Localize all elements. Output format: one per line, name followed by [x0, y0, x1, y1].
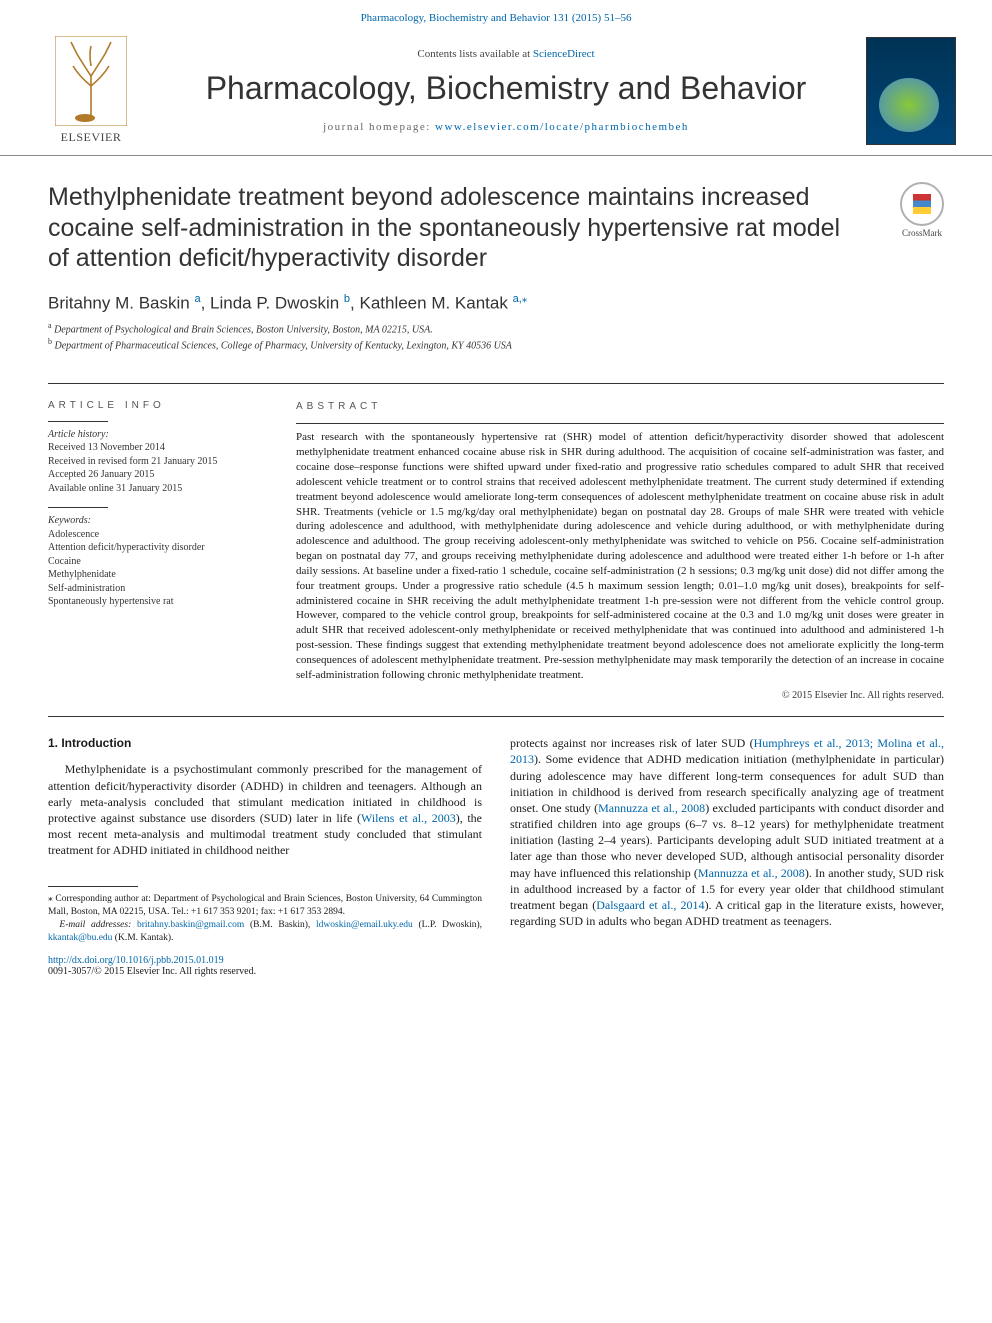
history-label: Article history: [48, 428, 268, 442]
journal-cover-image [866, 37, 956, 145]
article-title: Methylphenidate treatment beyond adolesc… [48, 182, 858, 274]
history-line: Available online 31 January 2015 [48, 482, 268, 496]
email-owner: (K.M. Kantak). [112, 933, 173, 943]
homepage-label: journal homepage: [323, 121, 435, 133]
elsevier-tree-logo [55, 36, 127, 126]
info-rule-2 [48, 507, 108, 508]
body-two-column: 1. Introduction Methylphenidate is a psy… [0, 717, 992, 945]
abstract-column: abstract Past research with the spontane… [296, 400, 944, 702]
abstract-copyright: © 2015 Elsevier Inc. All rights reserved… [296, 689, 944, 703]
citation-link[interactable]: Mannuzza et al., 2008 [698, 866, 805, 880]
contents-available-text: Contents lists available at [417, 48, 532, 60]
article-info-column: article info Article history: Received 1… [48, 400, 268, 702]
intro-para-1: Methylphenidate is a psychostimulant com… [48, 761, 482, 858]
body-col-left: 1. Introduction Methylphenidate is a psy… [48, 735, 482, 945]
keyword: Self-administration [48, 582, 268, 596]
crossmark-icon [900, 182, 944, 226]
footnotes: ⁎ Corresponding author at: Department of… [48, 886, 482, 944]
emails-label: E-mail addresses: [59, 920, 137, 930]
email-link[interactable]: ldwoskin@email.uky.edu [316, 920, 413, 930]
journal-citation-link[interactable]: Pharmacology, Biochemistry and Behavior … [361, 12, 632, 24]
journal-cover-thumb [866, 37, 956, 145]
affiliation-line: b Department of Pharmaceutical Sciences,… [48, 337, 944, 353]
contents-available-line: Contents lists available at ScienceDirec… [146, 48, 866, 60]
keywords-label: Keywords: [48, 514, 268, 528]
masthead: ELSEVIER Contents lists available at Sci… [0, 30, 992, 156]
footnote-rule [48, 886, 138, 887]
section-1-heading: 1. Introduction [48, 735, 482, 751]
info-abstract-row: article info Article history: Received 1… [0, 384, 992, 702]
keyword: Adolescence [48, 528, 268, 542]
journal-homepage-line: journal homepage: www.elsevier.com/locat… [146, 121, 866, 133]
issn-copyright-line: 0091-3057/© 2015 Elsevier Inc. All right… [48, 966, 256, 977]
email-owner: (B.M. Baskin), [244, 920, 316, 930]
citation-link[interactable]: Mannuzza et al., 2008 [598, 801, 705, 815]
crossmark-badge[interactable]: CrossMark [900, 182, 944, 238]
authors-line: Britahny M. Baskin a, Linda P. Dwoskin b… [48, 292, 944, 314]
citation-link[interactable]: Dalsgaard et al., 2014 [596, 898, 704, 912]
affil-text: Department of Pharmaceutical Sciences, C… [52, 340, 512, 351]
crossmark-label: CrossMark [902, 228, 942, 238]
masthead-center: Contents lists available at ScienceDirec… [146, 48, 866, 133]
keyword: Methylphenidate [48, 568, 268, 582]
affiliation-line: a Department of Psychological and Brain … [48, 321, 944, 337]
keyword: Spontaneously hypertensive rat [48, 595, 268, 609]
author-name: Britahny M. Baskin [48, 293, 194, 312]
abstract-text: Past research with the spontaneously hyp… [296, 430, 944, 682]
article-history-block: Article history: Received 13 November 20… [48, 428, 268, 496]
email-link[interactable]: britahny.baskin@gmail.com [137, 920, 244, 930]
email-owner: (L.P. Dwoskin), [413, 920, 482, 930]
author-name: , Kathleen M. Kantak [350, 293, 513, 312]
email-addresses-line: E-mail addresses: britahny.baskin@gmail.… [48, 919, 482, 945]
article-info-heading: article info [48, 400, 268, 411]
intro-para-1-cont: protects against nor increases risk of l… [510, 735, 944, 929]
keyword: Attention deficit/hyperactivity disorder [48, 541, 268, 555]
email-link[interactable]: kkantak@bu.edu [48, 933, 112, 943]
publisher-block: ELSEVIER [36, 36, 146, 145]
body-col-right: protects against nor increases risk of l… [510, 735, 944, 945]
history-line: Received 13 November 2014 [48, 441, 268, 455]
author-name: , Linda P. Dwoskin [201, 293, 344, 312]
article-header: Methylphenidate treatment beyond adolesc… [0, 156, 992, 369]
doi-block: http://dx.doi.org/10.1016/j.pbb.2015.01.… [0, 945, 992, 999]
history-line: Accepted 26 January 2015 [48, 468, 268, 482]
abstract-rule [296, 423, 944, 424]
doi-link[interactable]: http://dx.doi.org/10.1016/j.pbb.2015.01.… [48, 955, 224, 966]
history-line: Received in revised form 21 January 2015 [48, 455, 268, 469]
info-rule [48, 421, 108, 422]
citation-link[interactable]: Wilens et al., 2003 [361, 811, 456, 825]
publisher-name: ELSEVIER [61, 130, 122, 145]
keywords-block: Keywords: AdolescenceAttention deficit/h… [48, 514, 268, 609]
journal-title: Pharmacology, Biochemistry and Behavior [146, 70, 866, 107]
keyword: Cocaine [48, 555, 268, 569]
affil-text: Department of Psychological and Brain Sc… [52, 324, 433, 335]
corresponding-author-note: ⁎ Corresponding author at: Department of… [48, 893, 482, 919]
sciencedirect-link[interactable]: ScienceDirect [533, 48, 595, 60]
abstract-heading: abstract [296, 400, 944, 414]
affiliations: a Department of Psychological and Brain … [48, 321, 944, 353]
journal-citation-line: Pharmacology, Biochemistry and Behavior … [0, 0, 992, 30]
journal-homepage-link[interactable]: www.elsevier.com/locate/pharmbiochembeh [435, 121, 689, 133]
author-affil-sup: a,⁎ [513, 293, 528, 305]
